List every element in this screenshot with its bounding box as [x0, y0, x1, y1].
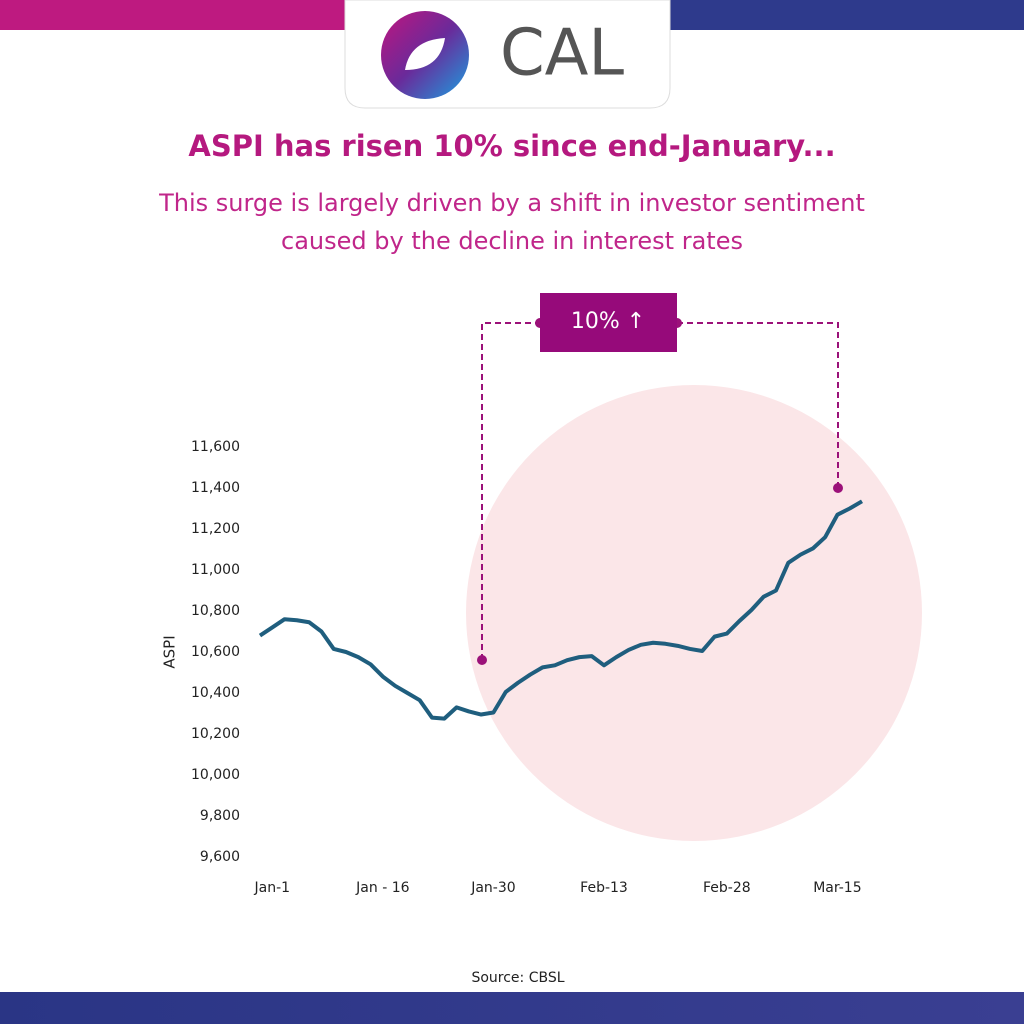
data-line — [258, 499, 864, 721]
y-tick-label: 9,600 — [200, 849, 240, 865]
annotation-dot — [833, 483, 843, 493]
top-bar-left — [0, 0, 345, 30]
y-tick-label: 11,000 — [191, 562, 240, 578]
subtitle: caused by the decline in interest rates — [281, 227, 743, 255]
x-tick-label: Jan-1 — [254, 880, 291, 896]
top-bar-right — [670, 0, 1024, 30]
annotation-text: 10% ↑ — [571, 309, 645, 334]
logo-text: CAL — [500, 17, 624, 91]
y-axis-label: ASPI — [161, 635, 179, 668]
annotation-bracket — [481, 322, 839, 660]
y-tick-label: 11,600 — [191, 439, 240, 455]
x-tick-label: Jan - 16 — [355, 880, 409, 896]
x-tick-label: Feb-28 — [703, 880, 751, 896]
y-tick-label: 10,200 — [191, 726, 240, 742]
annotation-box — [540, 293, 677, 352]
logo-leaf — [405, 38, 445, 70]
annotation-dot — [477, 655, 487, 665]
y-tick-label: 11,200 — [191, 521, 240, 537]
source: Source: CBSL — [471, 970, 564, 986]
highlight-circle — [466, 385, 922, 841]
y-tick-label: 11,400 — [191, 480, 240, 496]
y-tick-label: 10,400 — [191, 685, 240, 701]
y-tick-label: 10,600 — [191, 644, 240, 660]
bottom-bar — [0, 992, 1024, 1024]
y-tick-label: 10,000 — [191, 767, 240, 783]
y-tick-label: 10,800 — [191, 603, 240, 619]
y-tick-label: 9,800 — [200, 808, 240, 824]
x-tick-label: Feb-13 — [580, 880, 628, 896]
subtitle: This surge is largely driven by a shift … — [158, 189, 865, 217]
x-tick-label: Mar-15 — [813, 880, 861, 896]
x-tick-label: Jan-30 — [470, 880, 515, 896]
title: ASPI has risen 10% since end-January... — [188, 129, 835, 163]
